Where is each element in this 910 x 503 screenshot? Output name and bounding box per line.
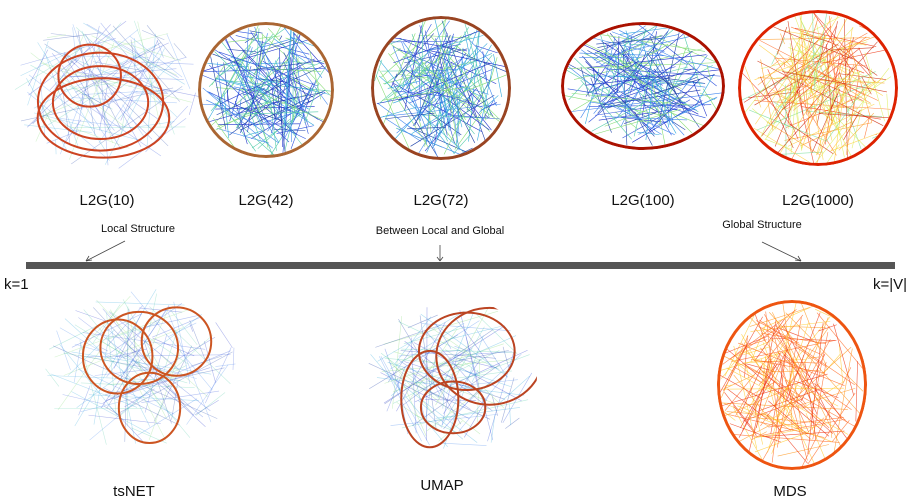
edge (189, 93, 195, 115)
edge (814, 68, 889, 165)
annotation: Local Structure (101, 223, 175, 235)
edge (132, 359, 205, 427)
edge (859, 48, 871, 75)
edge (215, 364, 235, 367)
drawing-label: L2G(42) (238, 192, 293, 209)
edge (280, 36, 282, 40)
edge (58, 351, 100, 410)
edge (453, 350, 509, 361)
graph-drawings (15, 11, 897, 468)
edge (745, 66, 761, 107)
edge (569, 83, 584, 100)
edge (123, 306, 169, 373)
graph-drawing (200, 23, 333, 157)
edge (493, 54, 501, 97)
edge (59, 118, 132, 128)
graph-drawing (373, 17, 510, 158)
curve (436, 308, 542, 405)
edge (236, 31, 256, 34)
edge (85, 34, 104, 67)
edge (395, 317, 431, 364)
annotation: Global Structure (722, 219, 801, 231)
edge (24, 125, 92, 133)
drawing-label: L2G(100) (611, 192, 674, 209)
edge (719, 317, 763, 395)
drawing-label: L2G(1000) (782, 192, 854, 209)
edge (887, 94, 889, 117)
edge (427, 134, 436, 153)
drawing-label: tsNET (113, 483, 155, 500)
edge (233, 348, 234, 370)
drawing-label: UMAP (420, 477, 463, 494)
edge (856, 361, 858, 421)
edge (816, 40, 850, 155)
edge (767, 86, 796, 137)
top-labels: L2G(10) L2G(42) L2G(72) L2G(100) L2G(100… (79, 192, 853, 209)
edge (505, 418, 519, 429)
edge (440, 443, 486, 445)
graph-drawing (718, 302, 866, 469)
edge (121, 115, 124, 136)
drawing-label: L2G(72) (413, 192, 468, 209)
scale-end: k=|V| (873, 276, 907, 293)
edge (784, 61, 785, 67)
edge (744, 78, 772, 114)
graph-drawing (15, 21, 199, 169)
edge (196, 392, 225, 415)
drawing-label: L2G(10) (79, 192, 134, 209)
edge (503, 347, 509, 369)
edge (46, 369, 59, 387)
arrows (86, 241, 801, 261)
annotation: Between Local and Global (376, 225, 504, 237)
edge (216, 322, 233, 347)
bottom-labels: tsNET UMAP MDS (113, 477, 807, 500)
graph-drawing (563, 23, 725, 149)
edge (408, 315, 438, 328)
graph-drawing (46, 289, 236, 444)
edge (21, 42, 92, 76)
scale-bar (26, 262, 895, 269)
arrow (762, 242, 801, 261)
edge (52, 53, 114, 130)
edge (384, 344, 503, 384)
edge (703, 89, 717, 110)
edge (71, 392, 150, 434)
scale-start: k=1 (4, 276, 29, 293)
graph-drawing (740, 11, 897, 165)
edge (82, 93, 83, 110)
edge (130, 36, 183, 77)
graph-drawing (369, 307, 543, 448)
edge (228, 49, 256, 51)
edge (43, 33, 101, 40)
edge (138, 399, 197, 436)
edge (57, 331, 71, 370)
arrow (86, 241, 125, 261)
drawing-label: MDS (773, 483, 806, 500)
edge (801, 29, 811, 152)
edge (190, 320, 207, 362)
edge (510, 404, 511, 425)
scale: Local Structure Between Local and Global… (4, 219, 907, 293)
edge (388, 41, 457, 42)
edge (734, 346, 757, 448)
edge (47, 35, 66, 38)
edge (777, 27, 787, 55)
edge (157, 40, 163, 58)
figure: L2G(10) L2G(42) L2G(72) L2G(100) L2G(100… (0, 0, 910, 503)
edge (801, 303, 828, 370)
edge (762, 339, 830, 461)
